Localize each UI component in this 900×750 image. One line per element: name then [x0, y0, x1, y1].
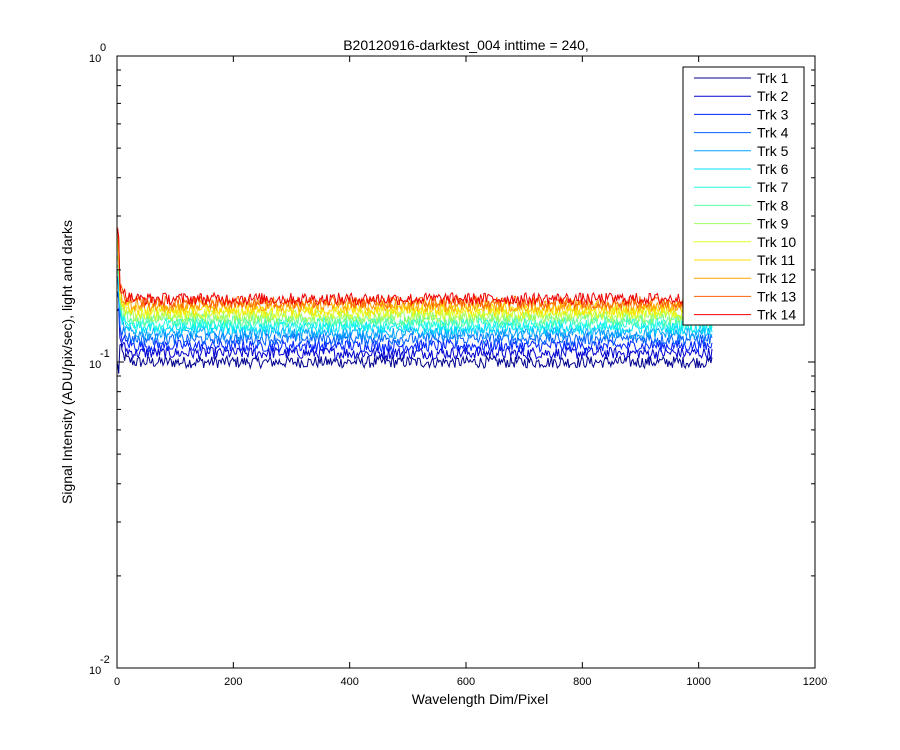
legend-label: Trk 1 — [757, 70, 789, 86]
y-tick-base: 10 — [89, 665, 101, 677]
y-tick-base: 10 — [89, 359, 101, 371]
chart-title: B20120916-darktest_004 inttime = 240, — [343, 37, 589, 53]
plot-frame — [116, 55, 816, 669]
legend-label: Trk 12 — [757, 270, 796, 286]
legend: Trk 1 Trk 2 Trk 3 Trk 4 Trk 5 Trk 6 Trk 7 Trk 8… — [682, 66, 805, 326]
y-tick-exponent: -2 — [100, 654, 110, 666]
legend-label: Trk 11 — [757, 252, 795, 268]
series-line — [117, 271, 713, 336]
x-tick-label: 1000 — [686, 676, 710, 688]
x-tick-label: 400 — [340, 676, 358, 688]
series-line — [117, 264, 713, 328]
legend-label: Trk 5 — [757, 143, 789, 159]
x-tick-label: 800 — [573, 676, 591, 688]
legend-label: Trk 10 — [757, 234, 796, 250]
x-tick-label: 200 — [224, 676, 242, 688]
y-tick-exponent: -1 — [100, 348, 110, 360]
legend-label: Trk 8 — [757, 197, 789, 213]
x-tick-label: 1200 — [803, 676, 827, 688]
legend-label: Trk 13 — [757, 288, 796, 304]
series-line — [117, 254, 713, 325]
legend-label: Trk 9 — [757, 216, 789, 232]
x-tick-label: 600 — [457, 676, 475, 688]
x-tick-label: 0 — [114, 676, 120, 688]
legend-label: Trk 7 — [757, 179, 789, 195]
series-line — [117, 228, 713, 307]
series-line — [117, 308, 713, 362]
legend-label: Trk 2 — [757, 88, 789, 104]
series-line — [117, 270, 713, 333]
legend-box — [682, 66, 805, 326]
legend-label: Trk 3 — [757, 106, 789, 122]
y-tick-base: 10 — [89, 53, 101, 65]
y-axis-label: Signal Intensity (ADU/pix/sec), light an… — [59, 220, 75, 504]
x-axis-label: Wavelength Dim/Pixel — [412, 691, 548, 707]
legend-label: Trk 6 — [757, 161, 789, 177]
series-layer — [117, 227, 713, 374]
legend-label: Trk 4 — [757, 125, 789, 141]
y-tick-exponent: 0 — [100, 42, 106, 54]
series-line — [117, 343, 713, 374]
legend-label: Trk 14 — [757, 307, 796, 323]
